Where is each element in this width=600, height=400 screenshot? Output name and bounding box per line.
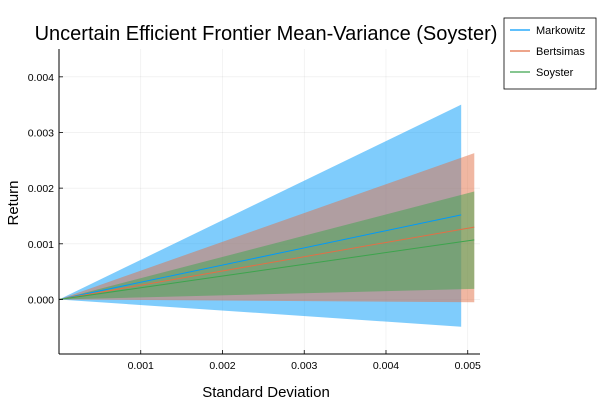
y-tick-label: 0.002 [28, 183, 54, 195]
soyster-band [59, 191, 475, 300]
soyster-line [58, 239, 475, 300]
x-ticks: 0.001 0.002 0.003 0.004 0.005 [128, 350, 481, 372]
y-tick-label: 0.004 [28, 72, 54, 84]
x-tick-label: 0.004 [373, 360, 399, 372]
chart-title: Uncertain Efficient Frontier Mean-Varian… [35, 23, 498, 45]
bertsimas-line [58, 226, 475, 300]
y-axis-label: Return [5, 180, 22, 225]
y-tick-label: 0.003 [28, 127, 54, 139]
bertsimas-legend-label: Bertsimas [536, 46, 585, 58]
legend: Markowitz Bertsimas Soyster [503, 17, 597, 90]
x-tick-label: 0.001 [128, 360, 154, 372]
x-tick-label: 0.003 [291, 360, 317, 372]
y-ticks: 0.000 0.001 0.002 0.003 0.004 [28, 72, 63, 306]
x-tick-label: 0.002 [209, 360, 235, 372]
soyster-legend-label: Soyster [536, 67, 574, 79]
x-tick-label: 0.005 [455, 360, 481, 372]
x-axis-label: Standard Deviation [202, 384, 330, 400]
axes [58, 49, 480, 355]
y-tick-label: 0.000 [28, 294, 54, 306]
markowitz-legend-label: Markowitz [536, 25, 586, 37]
y-tick-label: 0.001 [28, 239, 54, 251]
mean-lines [58, 214, 475, 300]
confidence-bands [59, 104, 475, 327]
markowitz-line [58, 214, 462, 300]
